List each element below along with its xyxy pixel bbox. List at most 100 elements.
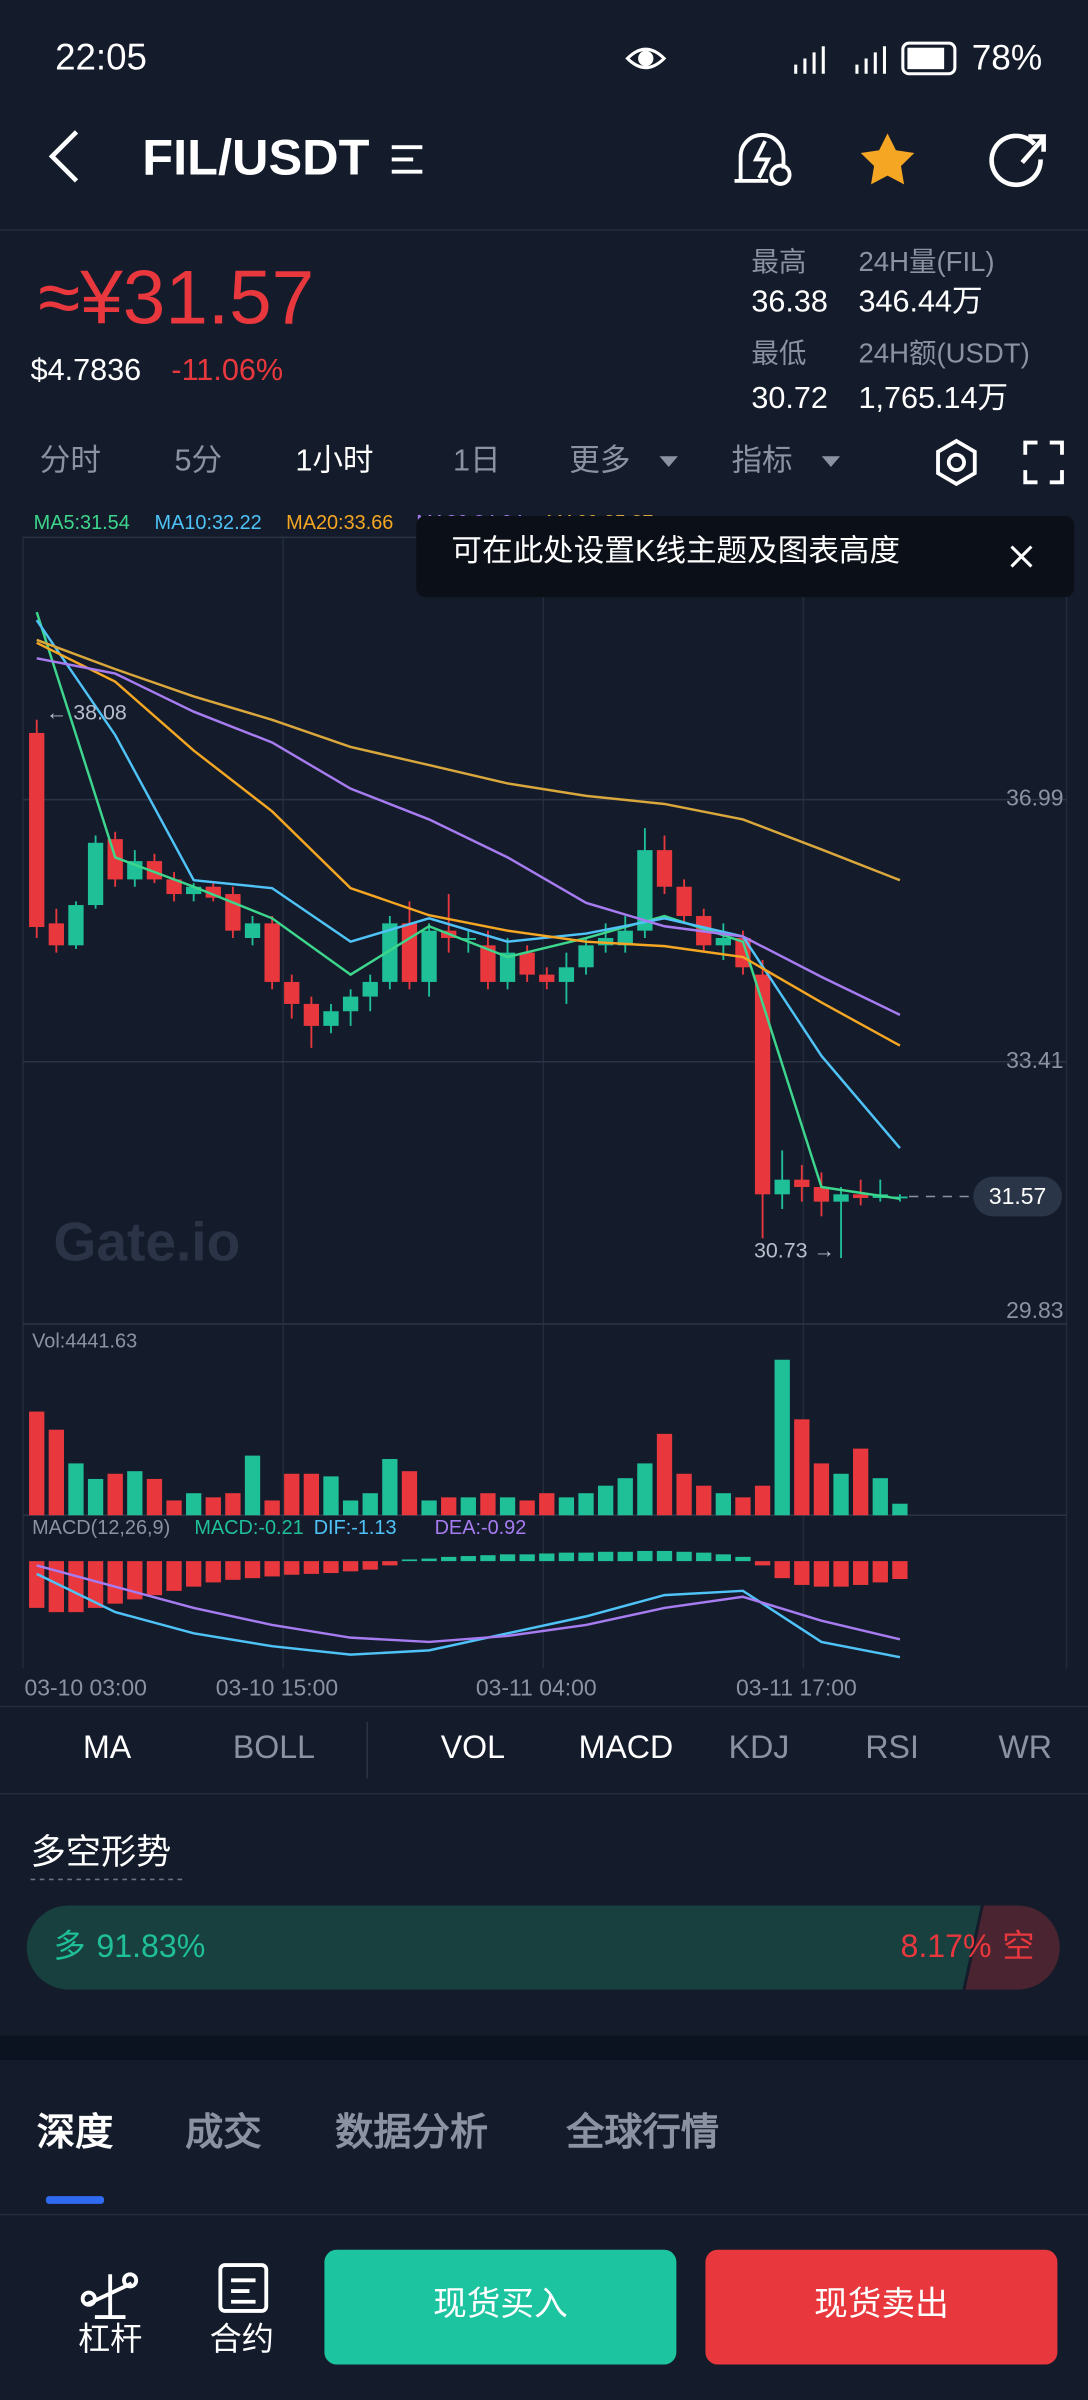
candle-body — [264, 923, 280, 982]
volume-bar — [284, 1473, 300, 1516]
sell-label[interactable]: 现货卖出 — [814, 2285, 949, 2323]
macd-bar — [539, 1553, 555, 1562]
volume-bar — [735, 1497, 751, 1516]
contract-icon[interactable] — [218, 2263, 269, 2313]
candle-body — [656, 850, 673, 887]
volume-bar — [637, 1463, 653, 1516]
interval-tab[interactable]: 更多 — [569, 444, 630, 478]
volume-bar — [323, 1476, 339, 1516]
volume-bar — [441, 1497, 457, 1516]
indicator-tab[interactable]: RSI — [865, 1729, 919, 1765]
volume-bar — [774, 1359, 790, 1516]
fullscreen-icon[interactable] — [1023, 440, 1064, 485]
macd-bar — [499, 1554, 516, 1562]
indicator-tab[interactable]: MA — [83, 1729, 132, 1765]
tooltip: 可在此处设置K线主题及图表高度 — [416, 515, 1075, 598]
chart-settings-icon[interactable] — [936, 438, 977, 487]
volume-bar — [578, 1493, 594, 1516]
indicator-tab[interactable]: MACD — [579, 1729, 674, 1765]
pair-menu-icon[interactable] — [391, 145, 423, 174]
indicator-tab[interactable]: WR — [998, 1729, 1052, 1765]
candle-body — [774, 1179, 790, 1195]
section-tab[interactable]: 深度 — [37, 2111, 114, 2154]
contract-label[interactable]: 合约 — [210, 2321, 274, 2357]
dea-line — [36, 1564, 901, 1644]
candle-body — [382, 923, 398, 982]
section-tab[interactable]: 成交 — [185, 2111, 262, 2154]
volume-bar — [754, 1485, 771, 1516]
interval-tab[interactable]: 5分 — [174, 444, 222, 478]
indicator-tab[interactable]: VOL — [441, 1729, 505, 1765]
buy-button[interactable] — [324, 2249, 677, 2365]
section-tabs: 深度 成交 数据分析 全球行情 — [37, 2110, 719, 2154]
watermark: Gate.io — [54, 1210, 241, 1272]
dif-line — [36, 1572, 901, 1659]
section-tab[interactable]: 全球行情 — [565, 2110, 719, 2154]
low-label: 最低 — [751, 338, 806, 369]
pair-title[interactable]: FIL/USDT — [142, 128, 369, 185]
volume-bar — [48, 1429, 64, 1516]
candle-body — [480, 945, 496, 982]
volume-bar — [186, 1493, 202, 1516]
macd-bar — [87, 1561, 104, 1608]
tooltip-text: 可在此处设置K线主题及图表高度 — [451, 534, 900, 568]
candle-body — [676, 886, 692, 917]
section-tab[interactable]: 数据分析 — [335, 2111, 488, 2154]
macd-bar — [205, 1561, 221, 1583]
volume-bar — [794, 1419, 810, 1516]
y-tick-label: 29.83 — [1006, 1297, 1063, 1323]
share-icon[interactable] — [989, 133, 1046, 188]
short-value: 8.17% — [901, 1928, 992, 1964]
candle-body — [539, 974, 555, 982]
candle-body — [244, 923, 261, 939]
alert-icon[interactable] — [734, 133, 792, 186]
interval-tab[interactable]: 1小时 — [295, 444, 373, 478]
interval-tab[interactable]: 1日 — [453, 444, 501, 478]
long-value: 91.83% — [96, 1928, 205, 1964]
volume-bar — [382, 1458, 398, 1516]
section-gap — [0, 2035, 1088, 2060]
candle-body — [205, 886, 221, 898]
macd-bar — [382, 1561, 398, 1566]
volume-bar — [656, 1433, 673, 1516]
candle-body — [637, 850, 653, 931]
leverage-label[interactable]: 杠杆 — [78, 2321, 142, 2357]
candle-body — [578, 945, 594, 968]
macd-legend: MACD:-0.21 — [194, 1517, 303, 1539]
candle-body — [166, 879, 182, 895]
leverage-icon[interactable] — [80, 2272, 139, 2319]
macd-bar — [853, 1561, 869, 1585]
high-marker: ← 38.08 — [46, 700, 127, 724]
volume-bar — [264, 1500, 280, 1516]
back-button[interactable] — [48, 130, 79, 183]
candle-body — [323, 1011, 339, 1026]
interval-tab[interactable]: 指标 — [731, 444, 792, 478]
sell-button[interactable] — [705, 2249, 1058, 2365]
volume-bar — [519, 1500, 535, 1516]
tooltip-close[interactable] — [1010, 545, 1033, 568]
candle-body — [186, 886, 202, 895]
macd-bar — [284, 1561, 300, 1575]
amount-label: 24H额(USDT) — [858, 338, 1029, 369]
low-marker: 30.73 → — [754, 1239, 835, 1263]
volume-bar — [87, 1478, 104, 1516]
macd-bar — [597, 1551, 614, 1562]
indicator-tab[interactable]: KDJ — [729, 1729, 790, 1765]
indicator-tab[interactable]: BOLL — [233, 1729, 315, 1765]
macd-bar — [754, 1561, 771, 1566]
candle-body — [146, 861, 163, 880]
interval-tab[interactable]: 分时 — [40, 444, 101, 478]
volume-bar — [127, 1471, 143, 1516]
candle-body — [87, 842, 104, 906]
macd-bar — [421, 1558, 437, 1562]
macd-bar — [696, 1552, 712, 1562]
candle-body — [68, 905, 84, 946]
vol-value: 346.44万 — [858, 284, 982, 318]
buy-label[interactable]: 现货买入 — [433, 2285, 568, 2323]
macd-bar — [735, 1556, 751, 1562]
favorite-star[interactable] — [860, 133, 915, 185]
macd-bar — [676, 1551, 692, 1562]
x-tick-label: 03-10 15:00 — [216, 1675, 338, 1701]
volume-legend: Vol:4441.63 — [32, 1331, 137, 1353]
